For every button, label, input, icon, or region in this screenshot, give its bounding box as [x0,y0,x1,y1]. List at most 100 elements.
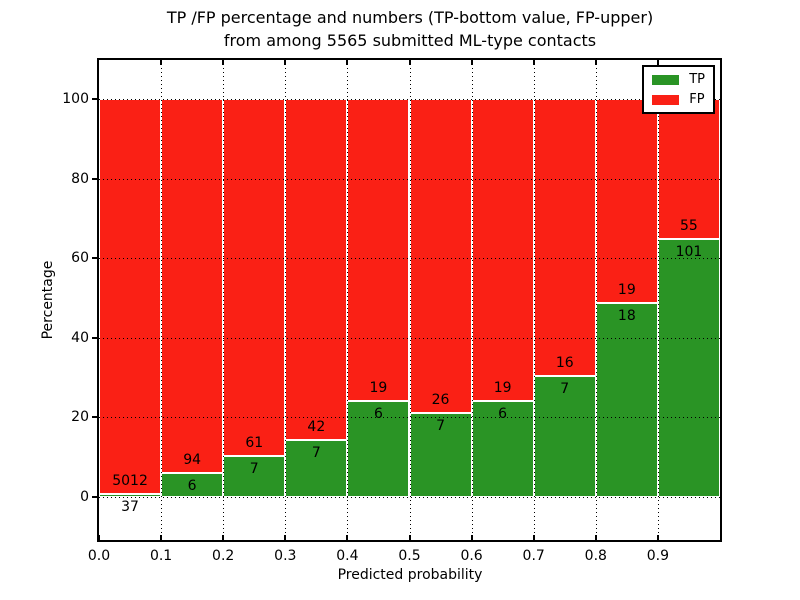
legend-swatch-fp [651,93,681,106]
fp-count-label: 55 [680,218,698,235]
bar-segment-tp [657,239,720,497]
y-tick-label: 0 [80,489,89,505]
x-tick-mark-top [594,60,597,65]
tp-count-label: 7 [560,380,570,397]
x-tick-mark-bottom [222,535,225,540]
fp-count-label: 19 [617,282,636,299]
x-tick-mark-bottom [284,535,287,540]
tp-count-label: 7 [249,461,259,478]
tp-count-label: 7 [311,445,321,462]
bar-segment-fp [347,99,410,402]
bar-segment-fp [409,99,472,413]
y-tick-mark [92,177,97,180]
fp-count-label: 26 [431,391,450,408]
bar-segment-fp [471,99,534,402]
x-tick-mark-top [532,60,535,65]
x-tick-label: 0.1 [149,548,173,564]
x-tick-mark-top [470,60,473,65]
chart-title-line2: from among 5565 submitted ML-type contac… [223,31,597,50]
x-tick-mark-bottom [408,535,411,540]
tp-count-label: 37 [121,499,139,516]
x-tick-label: 0.3 [274,548,297,564]
x-gridline [533,60,535,540]
x-tick-label: 0.9 [646,548,670,564]
x-tick-mark-bottom [532,535,535,540]
legend-label: TP [689,72,705,87]
x-gridline [595,60,597,540]
bar-segment-fp [99,99,162,495]
fp-count-label: 5012 [112,473,148,490]
legend-label: FP [689,92,705,107]
x-tick-mark-top [408,60,411,65]
x-tick-label: 0.8 [584,548,607,564]
bar-segment-fp [595,99,658,304]
fp-count-label: 19 [493,380,512,397]
legend-item: TP [651,72,705,87]
x-tick-label: 0.2 [212,548,235,564]
x-gridline [657,60,659,540]
y-tick-mark [92,416,97,419]
y-tick-mark [92,98,97,100]
tp-count-label: 6 [498,406,508,423]
legend-item: FP [651,92,705,107]
bar-segment-fp [285,99,348,441]
x-gridline [347,60,349,540]
bar-segment-tp [99,494,162,497]
x-tick-label: 0.7 [522,548,545,564]
x-tick-mark-bottom [99,535,100,540]
x-gridline [471,60,473,540]
x-gridline [223,60,225,540]
y-tick-label: 100 [62,91,89,107]
y-tick-mark [92,257,97,260]
y-tick-mark [92,336,97,339]
fp-count-label: 16 [555,354,574,371]
x-tick-mark-top [222,60,225,65]
x-tick-mark-bottom [346,535,349,540]
bar-segment-tp [533,375,596,497]
y-tick-mark [92,496,97,498]
bar-segment-fp [223,99,286,457]
x-tick-mark-top [160,60,163,65]
chart-title-line1: TP /FP percentage and numbers (TP-bottom… [166,8,654,27]
y-tick-label: 20 [71,409,89,426]
y-tick-label: 60 [71,250,89,267]
bar-segment-tp [409,412,472,497]
x-tick-mark-top [284,60,287,65]
bar-segment-tp [471,401,534,497]
x-tick-mark-bottom [594,535,597,540]
x-tick-label: 0.5 [398,548,421,564]
x-tick-label: 0.6 [460,548,483,564]
plot-area: 5012 37 94 6 61 7 42 7 19 6 26 7 19 6 16 7 19 18 55 101 TP FP [99,60,720,540]
bar-segment-fp [533,99,596,376]
tp-count-label: 6 [373,406,383,423]
legend-swatch-tp [651,73,681,86]
bar-segment-tp [285,440,348,497]
x-tick-mark-bottom [656,535,659,540]
tp-count-label: 7 [436,417,446,434]
x-tick-label: 0.4 [336,548,359,564]
x-axis-label: Predicted probability [337,567,483,583]
x-gridline [161,60,163,540]
tp-count-label: 6 [187,478,197,495]
x-tick-mark-top [346,60,349,65]
tp-count-label: 18 [617,308,636,325]
tp-count-label: 101 [675,244,703,261]
x-tick-label: 0.0 [87,548,111,564]
x-gridline [285,60,287,540]
fp-count-label: 61 [245,435,264,452]
x-tick-mark-bottom [470,535,473,540]
legend: TP FP [642,65,715,114]
fp-count-label: 42 [307,419,326,436]
plot-frame [97,58,722,542]
x-gridline [409,60,411,540]
fp-count-label: 19 [369,380,388,397]
x-tick-mark-top [656,60,659,65]
y-tick-label: 40 [71,329,89,346]
bar-segment-fp [657,99,720,240]
y-axis-label: Percentage [40,260,56,340]
y-tick-label: 80 [71,170,89,187]
x-tick-mark-bottom [160,535,163,540]
bar-segment-tp [595,303,658,497]
bar-segment-tp [223,456,286,497]
